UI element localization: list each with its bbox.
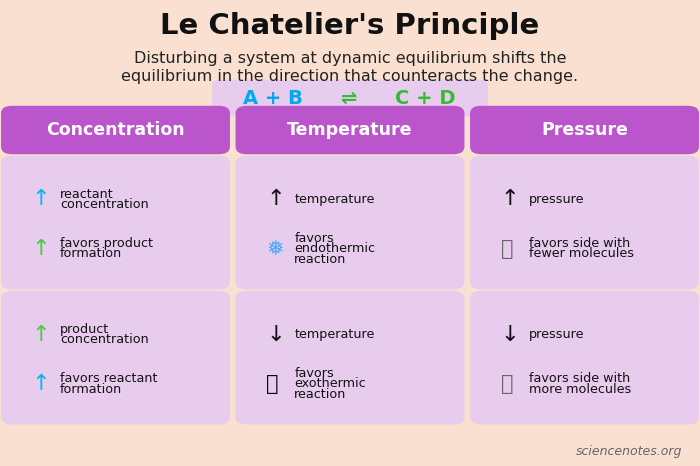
Text: reaction: reaction	[295, 388, 346, 401]
Text: concentration: concentration	[60, 198, 148, 211]
FancyBboxPatch shape	[1, 106, 230, 154]
Text: favors: favors	[295, 367, 334, 380]
Text: temperature: temperature	[295, 193, 374, 206]
Text: favors side with: favors side with	[529, 237, 630, 250]
Text: product: product	[60, 323, 109, 336]
Text: Pressure: Pressure	[541, 121, 628, 139]
Text: pressure: pressure	[529, 328, 584, 341]
Text: ❅: ❅	[266, 239, 284, 259]
Text: Concentration: Concentration	[46, 121, 185, 139]
Text: ↑: ↑	[32, 325, 50, 344]
FancyBboxPatch shape	[212, 80, 488, 116]
FancyBboxPatch shape	[1, 291, 230, 425]
Text: endothermic: endothermic	[295, 242, 375, 255]
Text: ⛓: ⛓	[501, 374, 513, 394]
FancyBboxPatch shape	[235, 106, 465, 154]
Text: more molecules: more molecules	[529, 383, 631, 396]
Text: Temperature: Temperature	[287, 121, 413, 139]
FancyBboxPatch shape	[470, 291, 699, 425]
Text: ↓: ↓	[501, 325, 519, 344]
Text: reaction: reaction	[295, 253, 346, 266]
Text: C + D: C + D	[395, 89, 456, 108]
Text: ↑: ↑	[266, 190, 285, 209]
Text: ⇌: ⇌	[340, 89, 357, 108]
Text: favors side with: favors side with	[529, 372, 630, 385]
Text: concentration: concentration	[60, 333, 148, 346]
Text: A + B: A + B	[243, 89, 303, 108]
Text: Le Chatelier's Principle: Le Chatelier's Principle	[160, 12, 540, 40]
Text: ⛓: ⛓	[501, 239, 513, 259]
Text: ↑: ↑	[501, 190, 519, 209]
Text: ↑: ↑	[32, 374, 50, 394]
Text: ↑: ↑	[32, 239, 50, 259]
FancyBboxPatch shape	[235, 156, 465, 289]
Text: exothermic: exothermic	[295, 377, 366, 391]
Text: favors product: favors product	[60, 237, 153, 250]
Text: ↓: ↓	[266, 325, 285, 344]
Text: favors reactant: favors reactant	[60, 372, 158, 385]
Text: ↑: ↑	[32, 190, 50, 209]
Text: favors: favors	[295, 232, 334, 245]
Text: fewer molecules: fewer molecules	[529, 247, 634, 260]
Text: sciencenotes.org: sciencenotes.org	[576, 445, 682, 458]
Text: equilibrium in the direction that counteracts the change.: equilibrium in the direction that counte…	[121, 69, 579, 84]
FancyBboxPatch shape	[470, 156, 699, 289]
Text: temperature: temperature	[295, 328, 374, 341]
Text: Disturbing a system at dynamic equilibrium shifts the: Disturbing a system at dynamic equilibri…	[134, 51, 566, 66]
Text: formation: formation	[60, 247, 122, 260]
FancyBboxPatch shape	[1, 156, 230, 289]
FancyBboxPatch shape	[470, 106, 699, 154]
Text: pressure: pressure	[529, 193, 584, 206]
Text: 🔥: 🔥	[266, 374, 279, 394]
Text: formation: formation	[60, 383, 122, 396]
FancyBboxPatch shape	[235, 291, 465, 425]
Text: reactant: reactant	[60, 188, 113, 201]
